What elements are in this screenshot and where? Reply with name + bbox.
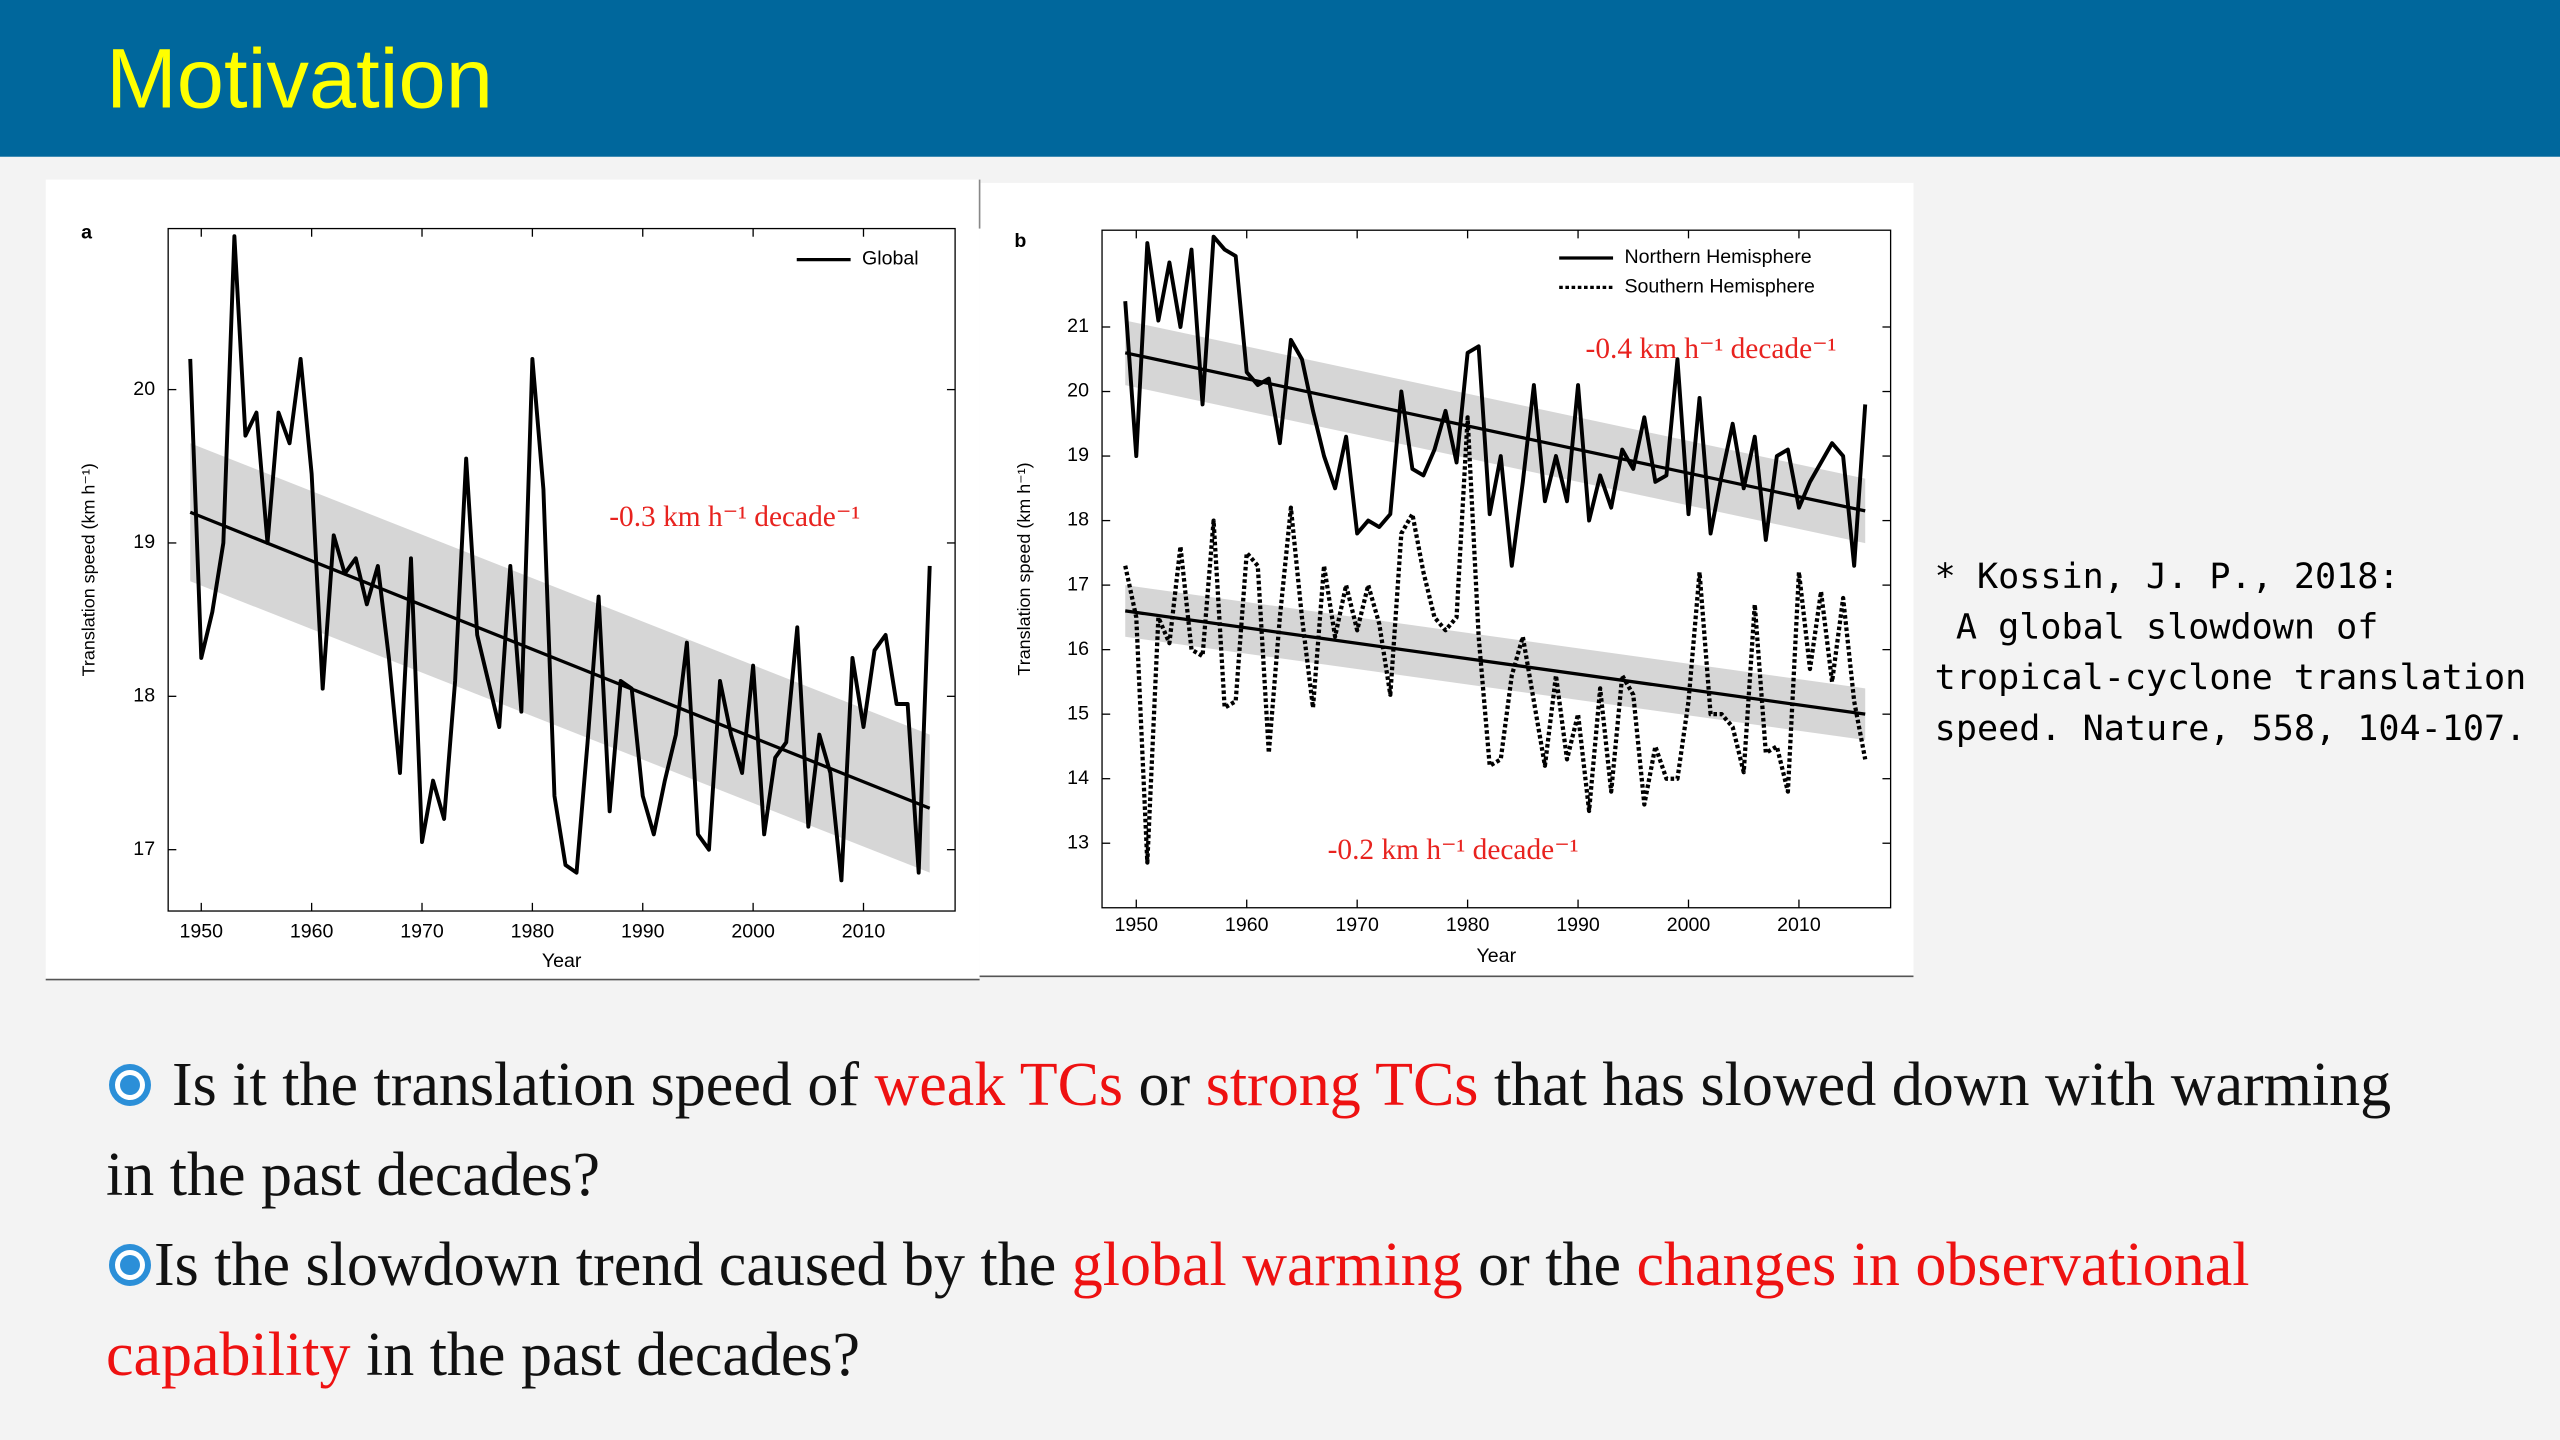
chart: 1950 1960 1970 1980 1990 2000 2010 13 14 15 16 17 18…: [1014, 229, 1892, 967]
trend-annotation: -0.3 km h⁻¹ decade⁻¹: [609, 501, 860, 533]
y-axis-label: Translation speed (km h⁻¹): [79, 463, 99, 676]
slide-title: Motivation: [106, 30, 493, 125]
trend-line: [1125, 609, 1866, 716]
x-tick-label: 1960: [290, 920, 334, 942]
plot-frame: [1101, 229, 1892, 909]
citation-line: tropical-cyclone translation: [1935, 657, 2527, 698]
data-line: [188, 234, 932, 883]
bullet-text: or the: [1462, 1231, 1637, 1299]
x-tick-label: 1950: [179, 920, 223, 942]
citation-line: * Kossin, J. P., 2018:: [1935, 556, 2400, 597]
x-tick-label: 1990: [1556, 914, 1600, 936]
trend-line: [1124, 351, 1866, 513]
y-tick-label: 17: [133, 838, 155, 860]
bullet: Is it the translation speed of weak TCs …: [106, 1040, 2446, 1220]
charts: 1950 1960 1970 1980 1990 2000 2010 17 18 19 20 Year…: [79, 222, 1892, 972]
legend-label: Southern Hemisphere: [1624, 276, 1815, 298]
legend-label: Global: [862, 248, 919, 270]
emphasis-text: global warming: [1071, 1231, 1463, 1299]
y-tick-label: 19: [133, 531, 155, 553]
bullet-text: in the past decades?: [350, 1321, 861, 1389]
panel-label: b: [1014, 230, 1026, 252]
trend-annotation: -0.2 km h⁻¹ decade⁻¹: [1328, 834, 1579, 866]
bullet-list: Is it the translation speed of weak TCs …: [106, 1040, 2446, 1400]
emphasis-text: changes in observational capability: [106, 1231, 2250, 1389]
y-tick-label: 16: [1067, 638, 1089, 660]
y-tick-label: 18: [133, 684, 155, 706]
bullet-text: Is the slowdown trend caused by the: [154, 1231, 1072, 1299]
x-tick-label: 1980: [1446, 914, 1490, 936]
bullet-icon: [109, 1244, 151, 1286]
y-tick-label: 20: [133, 378, 155, 400]
x-tick-label: 1950: [1114, 914, 1158, 936]
x-tick-label: 1960: [1225, 914, 1269, 936]
citation: * Kossin, J. P., 2018: A global slowdown…: [1935, 556, 2527, 749]
citation-line: A global slowdown of: [1935, 607, 2379, 648]
bullet-icon: [109, 1064, 151, 1106]
y-tick-label: 13: [1067, 831, 1089, 853]
header-bar: [0, 0, 2560, 157]
emphasis-text: weak TCs: [874, 1051, 1124, 1119]
trend-annotation: -0.4 km h⁻¹ decade⁻¹: [1586, 333, 1837, 365]
y-tick-label: 21: [1067, 315, 1089, 337]
x-tick-label: 2010: [842, 920, 886, 942]
x-axis-label: Year: [1477, 945, 1517, 967]
y-tick-label: 14: [1067, 767, 1089, 789]
plot-frame: [167, 227, 956, 912]
figure-b-bg: [979, 182, 1914, 977]
y-axis-label: Translation speed (km h⁻¹): [1014, 462, 1034, 675]
x-tick-label: 1970: [1335, 914, 1379, 936]
bullet-text: or: [1123, 1051, 1206, 1119]
y-tick-label: 19: [1067, 444, 1089, 466]
y-tick-label: 18: [1067, 509, 1089, 531]
bullet-text: Is it the translation speed of: [172, 1051, 875, 1119]
bullet-text: that has slowed down with warming in the…: [106, 1051, 2392, 1209]
emphasis-text: strong TCs: [1205, 1051, 1479, 1119]
citation-line: speed. Nature, 558, 104-107.: [1935, 708, 2527, 749]
data-line: [1123, 234, 1868, 568]
y-tick-label: 17: [1067, 573, 1089, 595]
x-tick-label: 2000: [731, 920, 775, 942]
trend-line: [189, 510, 931, 810]
x-tick-label: 1980: [511, 920, 555, 942]
data-line: [1123, 415, 1868, 865]
chart: 1950 1960 1970 1980 1990 2000 2010 17 18 19 20 Year…: [79, 222, 956, 972]
x-tick-label: 2010: [1777, 914, 1821, 936]
legend-label: Northern Hemisphere: [1624, 246, 1811, 268]
panel-label: a: [81, 222, 93, 244]
x-axis-label: Year: [542, 950, 582, 972]
bullet: Is the slowdown trend caused by the glob…: [106, 1220, 2446, 1400]
y-tick-label: 20: [1067, 380, 1089, 402]
x-tick-label: 2000: [1667, 914, 1711, 936]
x-tick-label: 1970: [400, 920, 444, 942]
x-tick-label: 1990: [621, 920, 665, 942]
confidence-band: [190, 443, 930, 873]
y-tick-label: 15: [1067, 702, 1089, 724]
